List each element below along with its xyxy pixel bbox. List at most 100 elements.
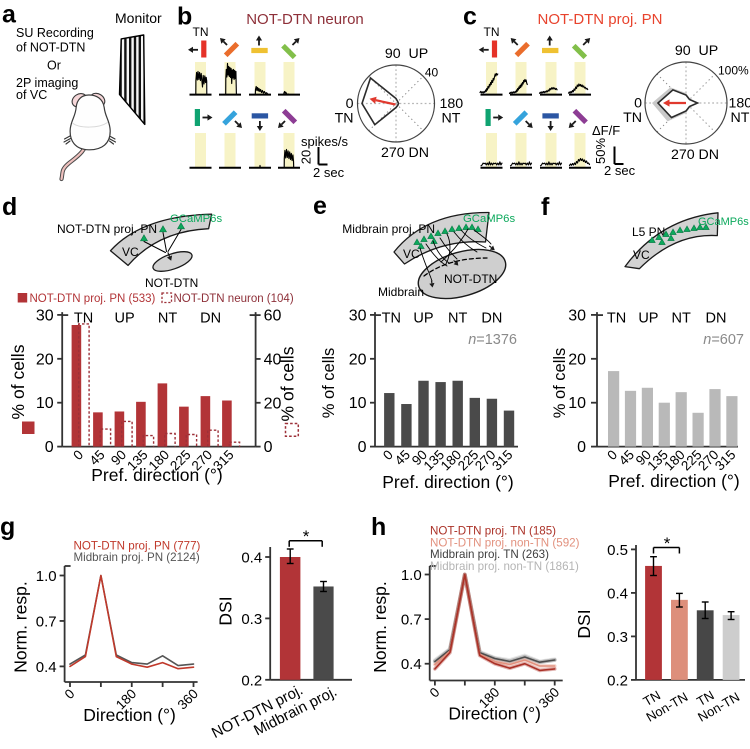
svg-text:% of cells: % of cells	[551, 348, 569, 419]
svg-text:*: *	[303, 527, 310, 546]
svg-text:of VC: of VC	[16, 88, 47, 102]
svg-text:0.4: 0.4	[36, 659, 57, 676]
svg-text:TN: TN	[335, 111, 354, 127]
svg-text:c: c	[463, 3, 477, 31]
svg-text:0: 0	[45, 439, 54, 456]
svg-text:Pref. direction (°): Pref. direction (°)	[91, 465, 222, 485]
svg-text:Pref. direction (°): Pref. direction (°)	[382, 472, 513, 492]
svg-text:0: 0	[358, 439, 367, 456]
svg-text:40: 40	[264, 351, 282, 368]
svg-text:TN: TN	[623, 110, 642, 126]
svg-text:TN: TN	[193, 25, 209, 39]
svg-text:NT: NT	[158, 311, 177, 327]
svg-text:Direction (°): Direction (°)	[83, 705, 176, 725]
svg-text:0: 0	[634, 96, 642, 112]
svg-text:30: 30	[349, 307, 367, 324]
svg-text:a: a	[2, 1, 17, 29]
svg-text:NOT-DTN neuron: NOT-DTN neuron	[246, 11, 364, 28]
svg-text:1.0: 1.0	[401, 567, 422, 584]
svg-text:GCaMP6s: GCaMP6s	[698, 216, 749, 228]
svg-text:100%: 100%	[718, 63, 749, 77]
svg-text:TN: TN	[74, 311, 93, 327]
svg-text:b: b	[177, 3, 192, 31]
svg-text:n=1376: n=1376	[468, 332, 517, 348]
svg-text:Norm. resp.: Norm. resp.	[370, 581, 390, 672]
svg-text:20: 20	[299, 150, 314, 164]
svg-text:TN: TN	[382, 311, 401, 327]
svg-text:0.4: 0.4	[401, 656, 422, 673]
svg-text:GCaMP6s: GCaMP6s	[170, 213, 222, 225]
svg-text:% of cells: % of cells	[278, 346, 298, 421]
svg-text:% of cells: % of cells	[8, 344, 28, 419]
svg-text:DN: DN	[200, 311, 221, 327]
svg-text:40: 40	[425, 66, 439, 80]
svg-text:1.0: 1.0	[36, 568, 57, 585]
svg-text:of NOT-DTN: of NOT-DTN	[16, 41, 85, 55]
svg-text:TN: TN	[607, 311, 626, 327]
svg-text:VC: VC	[633, 248, 650, 262]
svg-text:0.2: 0.2	[607, 672, 628, 689]
svg-text:ΔF/F: ΔF/F	[592, 123, 620, 138]
svg-text:0: 0	[264, 439, 273, 456]
svg-text:270 DN: 270 DN	[671, 147, 719, 163]
svg-text:10: 10	[36, 395, 54, 412]
svg-text:spikes/s: spikes/s	[301, 134, 348, 149]
svg-text:20: 20	[349, 351, 367, 368]
svg-text:% of cells: % of cells	[320, 348, 338, 419]
svg-text:10: 10	[568, 395, 586, 412]
svg-text:SU Recording: SU Recording	[16, 26, 94, 40]
svg-text:n=607: n=607	[703, 332, 744, 348]
svg-text:10: 10	[349, 395, 367, 412]
svg-text:DN: DN	[481, 311, 502, 327]
svg-text:Midbrain proj. non-TN (1861): Midbrain proj. non-TN (1861)	[430, 560, 579, 573]
svg-text:0.5: 0.5	[607, 542, 628, 559]
svg-text:0.4: 0.4	[607, 585, 628, 602]
svg-text:Monitor: Monitor	[115, 10, 162, 26]
svg-text:DSI: DSI	[216, 596, 236, 625]
svg-text:Midbrain proj. TN (263): Midbrain proj. TN (263)	[430, 548, 549, 561]
svg-text:Or: Or	[47, 59, 61, 73]
svg-text:h: h	[371, 513, 386, 541]
svg-text:50%: 50%	[593, 138, 608, 164]
svg-text:f: f	[541, 193, 550, 221]
svg-text:NOT-DTN: NOT-DTN	[145, 276, 198, 290]
svg-text:60: 60	[264, 308, 282, 325]
svg-text:2 sec: 2 sec	[604, 163, 636, 178]
svg-text:270 DN: 270 DN	[381, 145, 429, 161]
svg-text:30: 30	[36, 307, 54, 324]
svg-text:L5 PN: L5 PN	[632, 225, 665, 239]
svg-text:e: e	[313, 192, 327, 220]
svg-text:0.2: 0.2	[241, 672, 262, 689]
svg-text:180: 180	[440, 96, 464, 112]
svg-text:20: 20	[264, 395, 282, 412]
svg-text:Midbrain proj. PN: Midbrain proj. PN	[342, 222, 435, 236]
svg-text:2P imaging: 2P imaging	[16, 76, 78, 90]
svg-text:180: 180	[729, 96, 750, 112]
svg-text:Direction (°): Direction (°)	[448, 704, 541, 724]
svg-text:Midbrain: Midbrain	[378, 285, 424, 299]
svg-text:VC: VC	[403, 247, 420, 261]
svg-text:UP: UP	[638, 311, 658, 327]
svg-text:0: 0	[346, 96, 354, 112]
svg-text:NT: NT	[731, 110, 750, 126]
svg-text:90 UP: 90 UP	[675, 43, 718, 59]
svg-text:2 sec: 2 sec	[313, 165, 345, 180]
svg-text:90 UP: 90 UP	[385, 46, 428, 62]
svg-text:TN: TN	[484, 25, 500, 39]
svg-text:NOT-DTN neuron (104): NOT-DTN neuron (104)	[174, 293, 294, 305]
svg-text:UP: UP	[115, 311, 135, 327]
svg-text:0.3: 0.3	[241, 611, 262, 628]
svg-text:NT: NT	[448, 311, 467, 327]
svg-text:VC: VC	[122, 245, 139, 259]
svg-text:NOT-DTN proj. TN (185): NOT-DTN proj. TN (185)	[430, 525, 556, 538]
svg-text:NOT-DTN proj. PN: NOT-DTN proj. PN	[57, 222, 157, 236]
svg-text:0.7: 0.7	[401, 612, 422, 629]
svg-text:d: d	[2, 193, 17, 221]
svg-text:20: 20	[568, 351, 586, 368]
svg-text:NT: NT	[442, 111, 461, 127]
svg-text:*: *	[664, 534, 671, 553]
svg-text:NOT-DTN proj. PN: NOT-DTN proj. PN	[537, 11, 662, 28]
svg-text:UP: UP	[413, 311, 433, 327]
svg-text:Pref. direction (°): Pref. direction (°)	[608, 471, 739, 491]
svg-text:DN: DN	[706, 311, 727, 327]
